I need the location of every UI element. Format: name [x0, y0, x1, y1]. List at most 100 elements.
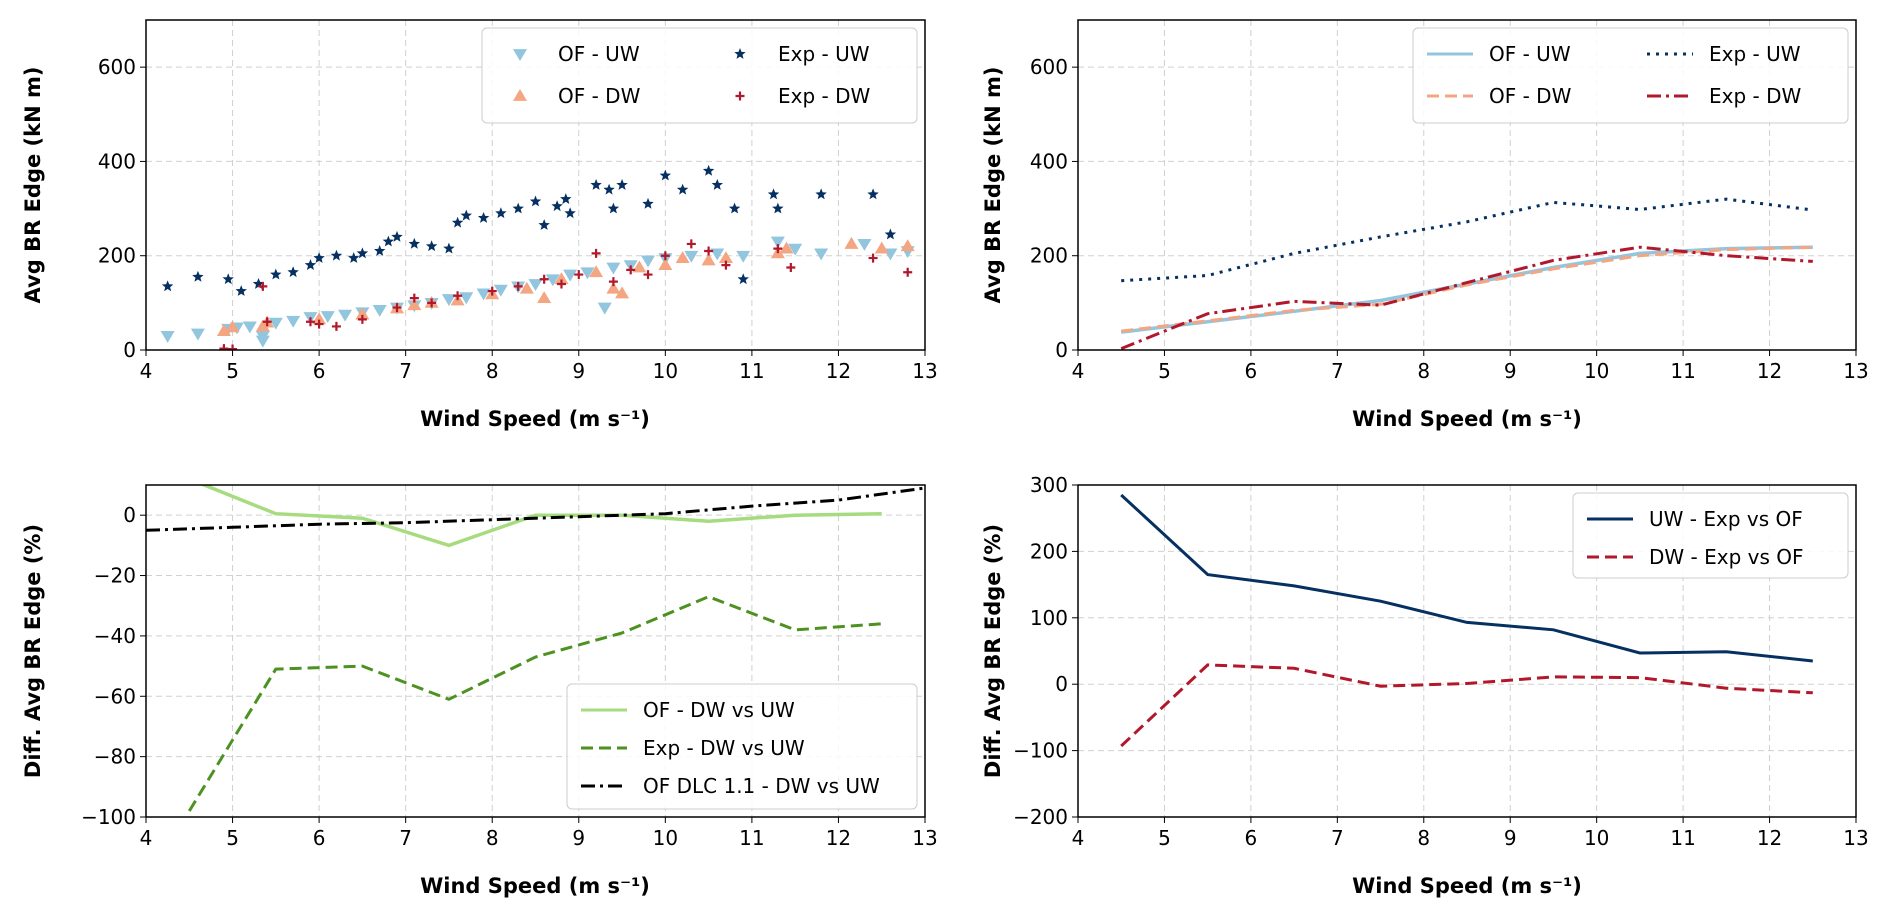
- data-point: [305, 317, 315, 327]
- series-of-uw-line: [1120, 245, 1813, 334]
- legend: OF - UW OF - DW Exp - UW Exp - DW: [1412, 27, 1849, 124]
- x-tick-label: 12: [1757, 826, 1782, 850]
- axes-frame: [1077, 484, 1857, 818]
- x-tick-label: 12: [826, 359, 851, 383]
- plot-area: [1120, 493, 1813, 748]
- data-point: [539, 274, 549, 284]
- data-point: [686, 239, 696, 249]
- legend-entry: OF - UW: [1427, 42, 1571, 66]
- data-point: [767, 188, 780, 200]
- legend-entry: Exp - DW vs UW: [581, 736, 805, 760]
- data-point: [737, 273, 749, 285]
- legend-entry: Exp - DW: [1647, 84, 1802, 108]
- data-point: [304, 259, 317, 270]
- data-point: [718, 251, 733, 263]
- data-point: [538, 219, 550, 230]
- data-point: [425, 240, 438, 252]
- data-point: [513, 281, 523, 291]
- data-point: [607, 202, 620, 214]
- data-point: [382, 235, 395, 247]
- legend-entry: OF - DW: [1427, 84, 1572, 108]
- y-tick-label: 0: [1055, 672, 1068, 696]
- series-exp-dw-line: [1120, 245, 1813, 350]
- xlabel-0: Wind Speed (m s⁻¹): [420, 407, 650, 431]
- y-tick-label: 100: [1030, 606, 1068, 630]
- data-point: [330, 249, 343, 261]
- legend-label: Exp - DW: [1709, 84, 1802, 108]
- data-point: [788, 243, 803, 256]
- data-point: [268, 317, 283, 330]
- data-point: [676, 183, 689, 195]
- data-point: [786, 263, 796, 272]
- data-point: [736, 250, 751, 263]
- x-tick-label: 5: [1158, 826, 1171, 850]
- data-point: [711, 179, 723, 190]
- data-point: [391, 230, 403, 242]
- data-point: [392, 303, 402, 313]
- ylabel-1: Avg BR Edge (kN m): [981, 67, 1005, 304]
- data-point: [477, 212, 490, 223]
- data-point: [608, 277, 618, 287]
- x-tick-label: 11: [739, 826, 764, 850]
- data-point: [580, 267, 595, 280]
- data-point: [589, 265, 604, 278]
- data-point: [459, 292, 474, 305]
- data-point: [710, 248, 725, 261]
- legend-entry: UW - Exp vs OF: [1587, 507, 1803, 531]
- data-point: [451, 216, 464, 228]
- x-tick-label: 5: [1158, 359, 1171, 383]
- data-point: [867, 188, 879, 200]
- y-tick-label: 600: [1030, 55, 1068, 79]
- legend-marker: [734, 48, 746, 59]
- x-tick-label: 4: [1072, 359, 1085, 383]
- x-tick-label: 10: [653, 826, 678, 850]
- series-exp-dw: [219, 239, 913, 350]
- data-point: [286, 315, 301, 328]
- x-tick-label: 12: [826, 826, 851, 850]
- data-point: [903, 267, 913, 277]
- x-tick-label: 4: [1072, 826, 1085, 850]
- data-point: [262, 317, 272, 327]
- data-point: [868, 253, 878, 263]
- axes-frame: [145, 19, 926, 351]
- legend-marker: [513, 89, 527, 101]
- x-tick-label: 13: [912, 359, 937, 383]
- xlabel-2: Wind Speed (m s⁻¹): [420, 874, 650, 898]
- data-point: [563, 269, 578, 282]
- legend-label: OF - DW: [558, 84, 641, 108]
- data-point: [190, 328, 205, 341]
- series-exp-uw-line: [1121, 197, 1813, 283]
- data-point: [537, 291, 552, 304]
- y-tick-label: 0: [1055, 338, 1068, 362]
- data-point: [453, 291, 463, 301]
- plot-area: [146, 485, 925, 812]
- series-of-dlc-1-1-dw-vs-uw-line: [146, 486, 925, 532]
- data-point: [660, 251, 670, 261]
- y-tick-label: −80: [94, 745, 136, 769]
- data-point: [374, 245, 386, 256]
- data-point: [313, 252, 325, 263]
- data-point: [551, 200, 563, 212]
- x-tick-label: 4: [140, 359, 153, 383]
- data-point: [357, 314, 367, 324]
- legend-entry: DW - Exp vs OF: [1587, 545, 1804, 569]
- data-point: [779, 241, 794, 254]
- panel-2: 4 5 6 7 8 9 10 11 12 13 −100 −80 −60 −40 −20 0 OF - DW v…: [81, 484, 938, 850]
- data-point: [642, 197, 654, 209]
- data-point: [160, 330, 175, 343]
- series-exp-dw-vs-uw-line: [188, 595, 882, 812]
- legend-entry: Exp - UW: [734, 42, 870, 66]
- y-tick-label: 400: [1030, 149, 1068, 173]
- x-tick-label: 13: [1843, 359, 1868, 383]
- data-point: [643, 270, 653, 280]
- data-point: [704, 246, 714, 256]
- y-tick-label: −60: [94, 684, 136, 708]
- ylabel-3: Diff. Avg BR Edge (%): [981, 524, 1005, 778]
- legend-entry: Exp - DW: [735, 84, 871, 108]
- x-tick-label: 10: [1584, 826, 1609, 850]
- data-point: [331, 321, 341, 331]
- x-tick-label: 13: [1843, 826, 1868, 850]
- data-point: [574, 270, 584, 280]
- data-point: [606, 262, 621, 275]
- data-point: [355, 307, 370, 320]
